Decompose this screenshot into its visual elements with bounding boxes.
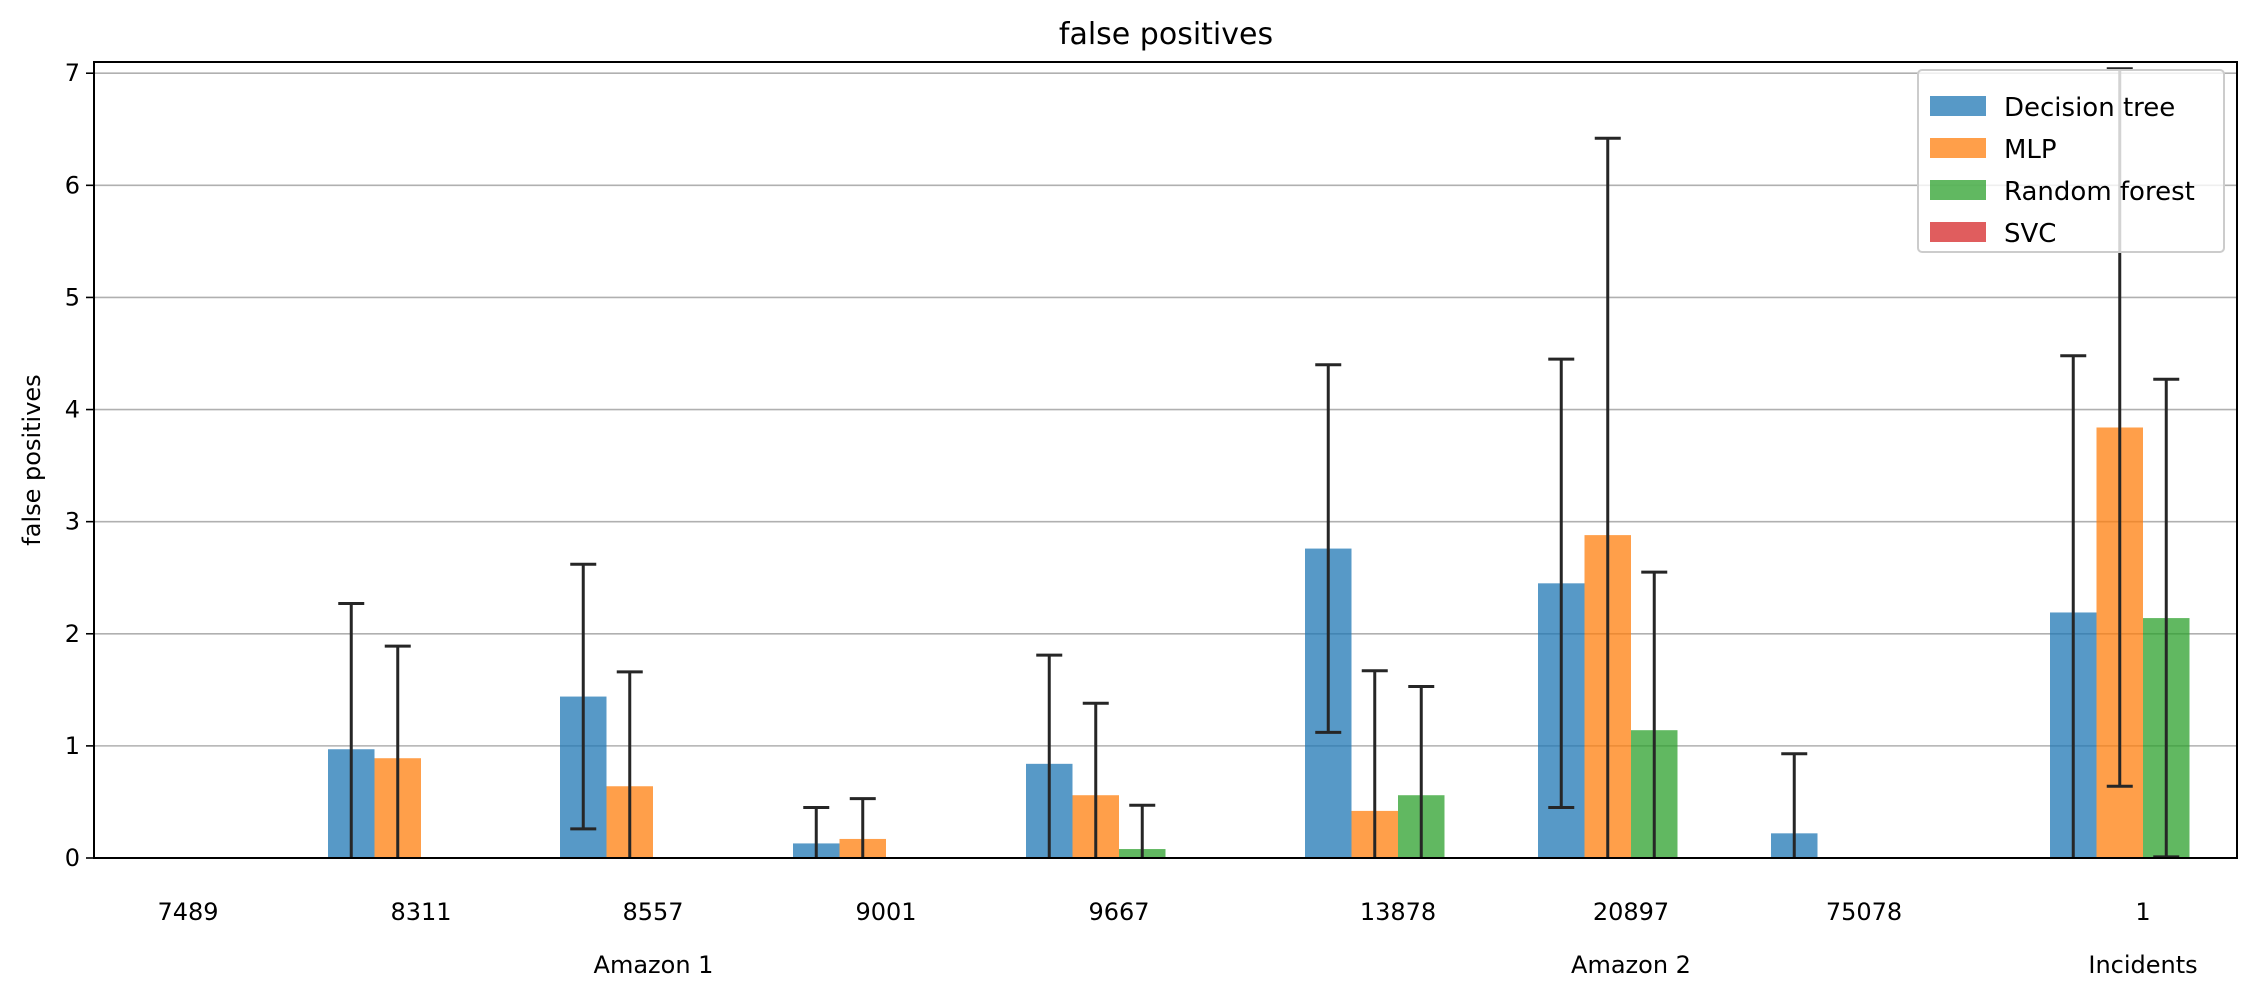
x-tick-label: 9667 <box>1088 898 1149 926</box>
y-axis-label: false positives <box>18 374 46 545</box>
legend-label: Random forest <box>2004 177 2195 207</box>
legend: Decision tree MLP Random forest SVC <box>1917 69 2225 253</box>
legend-swatch <box>1930 138 1986 158</box>
x-axis-ticks: 7489 8311 8557 9001 9667 13878 20897 75078 1 <box>157 898 2150 926</box>
x-tick-label: 9001 <box>855 898 916 926</box>
y-axis-ticks: 0 1 2 3 4 5 6 7 <box>65 59 94 872</box>
x-group-label: Incidents <box>2088 951 2197 979</box>
legend-label: SVC <box>2004 219 2056 249</box>
x-tick-label: 7489 <box>157 898 218 926</box>
y-tick-label: 2 <box>65 620 80 648</box>
x-tick-label: 75078 <box>1826 898 1902 926</box>
x-tick-label: 20897 <box>1593 898 1669 926</box>
legend-swatch <box>1930 222 1986 242</box>
y-tick-label: 0 <box>65 844 80 872</box>
x-group-label: Amazon 2 <box>1571 951 1691 979</box>
y-tick-label: 7 <box>65 59 80 87</box>
x-tick-label: 8311 <box>390 898 451 926</box>
bars <box>328 427 2190 858</box>
legend-swatch <box>1930 96 1986 116</box>
x-tick-label: 8557 <box>622 898 683 926</box>
legend-box <box>1917 69 2225 253</box>
y-tick-label: 6 <box>65 171 80 199</box>
x-group-labels: Amazon 1 Amazon 2 Incidents <box>594 951 2198 979</box>
legend-swatch <box>1930 180 1986 200</box>
error-bars <box>338 67 2180 859</box>
legend-label: Decision tree <box>2004 93 2175 123</box>
chart-title: false positives <box>1059 17 1273 52</box>
y-tick-label: 4 <box>65 396 80 424</box>
y-tick-label: 3 <box>65 508 80 536</box>
legend-label: MLP <box>2004 135 2057 165</box>
plot-frame <box>93 61 2238 859</box>
y-tick-label: 1 <box>65 732 80 760</box>
x-group-label: Amazon 1 <box>594 951 714 979</box>
x-tick-label: 13878 <box>1360 898 1436 926</box>
grid-lines <box>94 72 2237 859</box>
x-tick-label: 1 <box>2135 898 2150 926</box>
y-tick-label: 5 <box>65 283 80 311</box>
